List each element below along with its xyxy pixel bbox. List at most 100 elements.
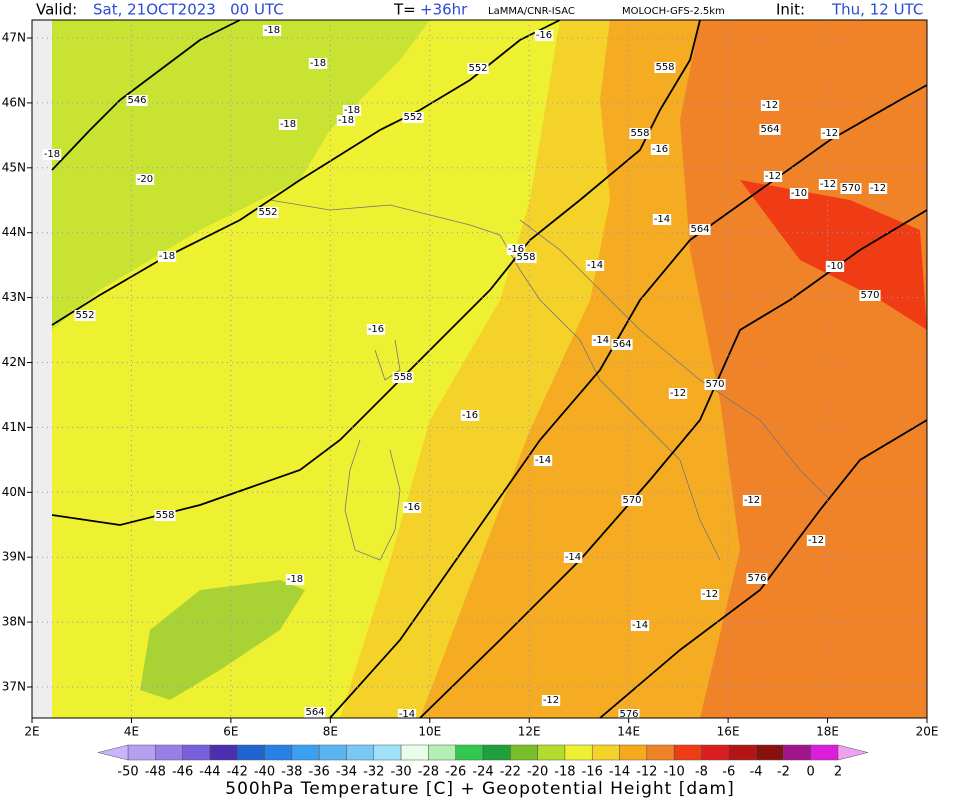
contour-label-bg — [402, 502, 422, 513]
contour-label: -18 — [344, 105, 360, 116]
contour — [599, 419, 928, 719]
colorbar-tick-label: -16 — [582, 765, 603, 780]
colorbar-over — [837, 744, 869, 761]
contour-label-bg — [591, 335, 611, 346]
field-green-patch — [140, 580, 305, 700]
field-dark-orange — [680, 20, 927, 718]
lat-label: 41N — [2, 420, 26, 434]
contour-label-bg — [825, 261, 845, 272]
colorbar-tick-label: -46 — [172, 765, 193, 780]
contour-label-bg — [585, 260, 605, 271]
contour-label: -14 — [399, 709, 415, 720]
contour-label-bg — [859, 290, 881, 301]
contour-label-bg — [820, 128, 840, 139]
contour-label: -18 — [280, 119, 296, 130]
colorbar-box — [127, 744, 156, 761]
contour-label: -16 — [404, 502, 420, 513]
colorbar-tick-label: -44 — [199, 765, 220, 780]
contour-label: 552 — [258, 207, 277, 218]
contour-label-bg — [460, 410, 480, 421]
lat-label: 47N — [2, 31, 26, 45]
colorbar-tick-label: -40 — [254, 765, 275, 780]
contour-label: 558 — [516, 252, 535, 263]
colorbar-tick-label: -38 — [281, 765, 302, 780]
contour-label: -10 — [827, 261, 843, 272]
contour-label-bg — [285, 574, 305, 585]
contour-label-bg — [868, 183, 888, 194]
colorbar-box — [537, 744, 566, 761]
contour-label: -16 — [536, 30, 552, 41]
contour-label: 552 — [403, 112, 422, 123]
contour-label-bg — [308, 58, 328, 69]
contour-label: 570 — [705, 379, 724, 390]
lat-label: 40N — [2, 485, 26, 499]
contour-label-bg — [534, 30, 554, 41]
axes: 2E 4E 6E 8E 10E 12E 14E 16E 18E 20E 47N 46N 45N 44N 43… — [2, 31, 939, 739]
contour-label-bg — [621, 495, 643, 506]
colorbar-tick-label: -36 — [309, 765, 330, 780]
contour-label: -12 — [820, 179, 836, 190]
contour-label: 570 — [860, 290, 879, 301]
lon-label: 16E — [717, 725, 740, 739]
contour-label-bg — [746, 573, 768, 584]
contour-label: -12 — [765, 171, 781, 182]
contour-label-bg — [515, 252, 537, 263]
map-frame — [31, 19, 928, 719]
contour-label: -18 — [44, 149, 60, 160]
contour-label-bg — [818, 179, 838, 190]
contour-label: -16 — [368, 324, 384, 335]
contour-label-bg — [154, 510, 176, 521]
colorbar-box — [701, 744, 730, 761]
contour-label-bg — [630, 620, 650, 631]
lat-label: 42N — [2, 355, 26, 369]
model: MOLOCH-GFS-2.5km — [622, 6, 725, 17]
colorbar-tick-label: -24 — [472, 765, 493, 780]
contour-label: 564 — [690, 224, 709, 235]
contour-label-bg — [789, 188, 809, 199]
contour-label: -12 — [870, 183, 886, 194]
contour-label: -16 — [508, 244, 524, 255]
contour-label-bg — [304, 707, 326, 718]
contour-label-bg — [257, 207, 279, 218]
lat-label: 45N — [2, 160, 26, 174]
lon-label: 12E — [518, 725, 541, 739]
colorbar-box — [728, 744, 757, 761]
contour-label: -12 — [808, 535, 824, 546]
colorbar-tick-label: -48 — [145, 765, 166, 780]
contour-label: -18 — [310, 58, 326, 69]
contour-label-bg — [650, 144, 670, 155]
contour-label: -16 — [652, 144, 668, 155]
colorbar-box — [755, 744, 784, 761]
contour-label-bg — [342, 105, 362, 116]
colorbar-tick-label: -14 — [609, 765, 630, 780]
contour-label-bg — [397, 709, 417, 720]
contour-label: 558 — [155, 510, 174, 521]
contour-label: -12 — [744, 495, 760, 506]
lon-label: 6E — [223, 725, 238, 739]
contour-label-bg — [533, 455, 553, 466]
contour-label-bg — [135, 174, 155, 185]
contour-label: 576 — [619, 709, 638, 720]
contour-label-bg — [742, 495, 762, 506]
colorbar-tick-label: 0 — [807, 765, 815, 780]
contour-label: -12 — [543, 695, 559, 706]
colorbar-tick-label: -20 — [527, 765, 548, 780]
contour-label-bg — [126, 95, 148, 106]
contour-label-bg — [467, 63, 489, 74]
contour-label: -18 — [338, 115, 354, 126]
colorbar-box — [400, 744, 429, 761]
contour-label: -18 — [264, 25, 280, 36]
contour-label: 558 — [655, 62, 674, 73]
contour — [329, 84, 928, 719]
lead-time: +36hr — [420, 1, 468, 19]
colorbar-under — [97, 744, 129, 761]
contour-label: -18 — [159, 251, 175, 262]
colorbar-box — [564, 744, 593, 761]
contour-label-bg — [700, 589, 720, 600]
colorbar-box — [783, 744, 811, 761]
init-label: Init: — [776, 1, 805, 19]
contour-label: -14 — [632, 620, 648, 631]
lat-label: 39N — [2, 550, 26, 564]
contour-label-bg — [392, 372, 414, 383]
valid-time: Sat, 21OCT2023 00 UTC — [93, 1, 284, 19]
